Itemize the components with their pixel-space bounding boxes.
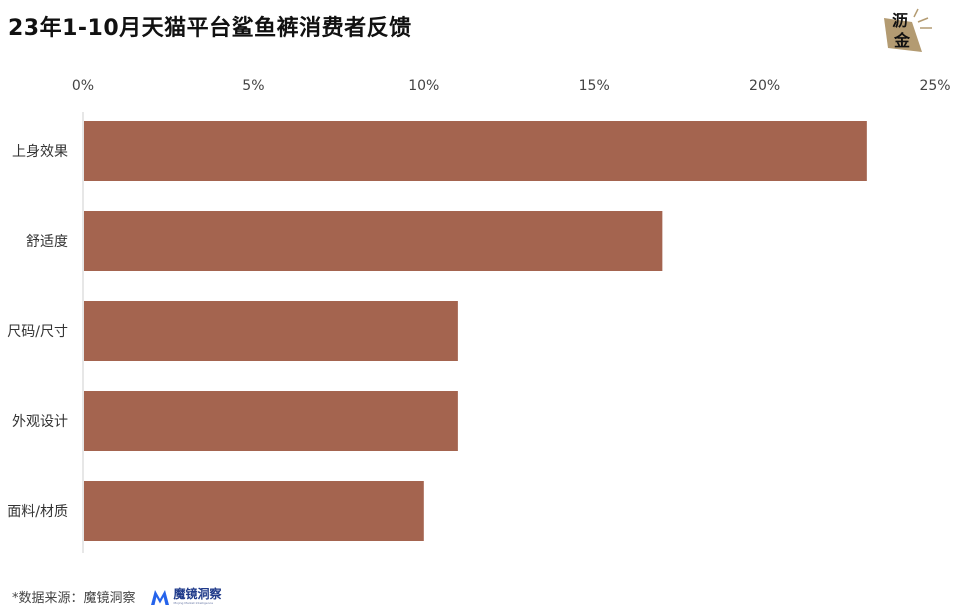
mojing-logo-icon: [150, 589, 169, 605]
x-tick-label: 25%: [919, 78, 950, 94]
x-tick-label: 5%: [242, 78, 264, 94]
category-label: 尺码/尺寸: [7, 324, 68, 340]
bar: [84, 481, 424, 541]
chart-title: 23年1-10月天猫平台鲨鱼裤消费者反馈: [8, 16, 412, 41]
brand-name: 魔镜洞察: [173, 587, 222, 601]
logo-mark-icon: 沥 金: [884, 8, 932, 52]
logo-char-2: 金: [893, 31, 911, 50]
bar: [84, 211, 663, 271]
category-label: 上身效果: [12, 144, 68, 160]
x-tick-label: 15%: [579, 78, 610, 94]
x-tick-label: 20%: [749, 78, 780, 94]
bar: [84, 301, 458, 361]
lijin-logo: 沥 金: [878, 8, 934, 56]
category-label: 面料/材质: [7, 504, 68, 520]
bar: [84, 121, 867, 181]
footer: *数据来源：魔镜洞察 魔镜洞察 Mojing Market Intelligen…: [12, 587, 222, 606]
x-tick-label: 0%: [72, 78, 94, 94]
logo-shape: [884, 18, 922, 52]
logo-ray-1: [917, 17, 929, 23]
category-label: 舒适度: [26, 234, 68, 250]
brand-subtitle: Mojing Market Intelligence: [173, 601, 214, 605]
category-label: 外观设计: [12, 414, 68, 430]
logo-ray-3: [913, 8, 919, 18]
mojing-brand: 魔镜洞察 Mojing Market Intelligence: [150, 588, 222, 606]
bar: [84, 391, 458, 451]
x-tick-label: 10%: [408, 78, 439, 94]
logo-char-1: 沥: [892, 11, 908, 30]
data-source-note: *数据来源：魔镜洞察: [12, 591, 136, 606]
